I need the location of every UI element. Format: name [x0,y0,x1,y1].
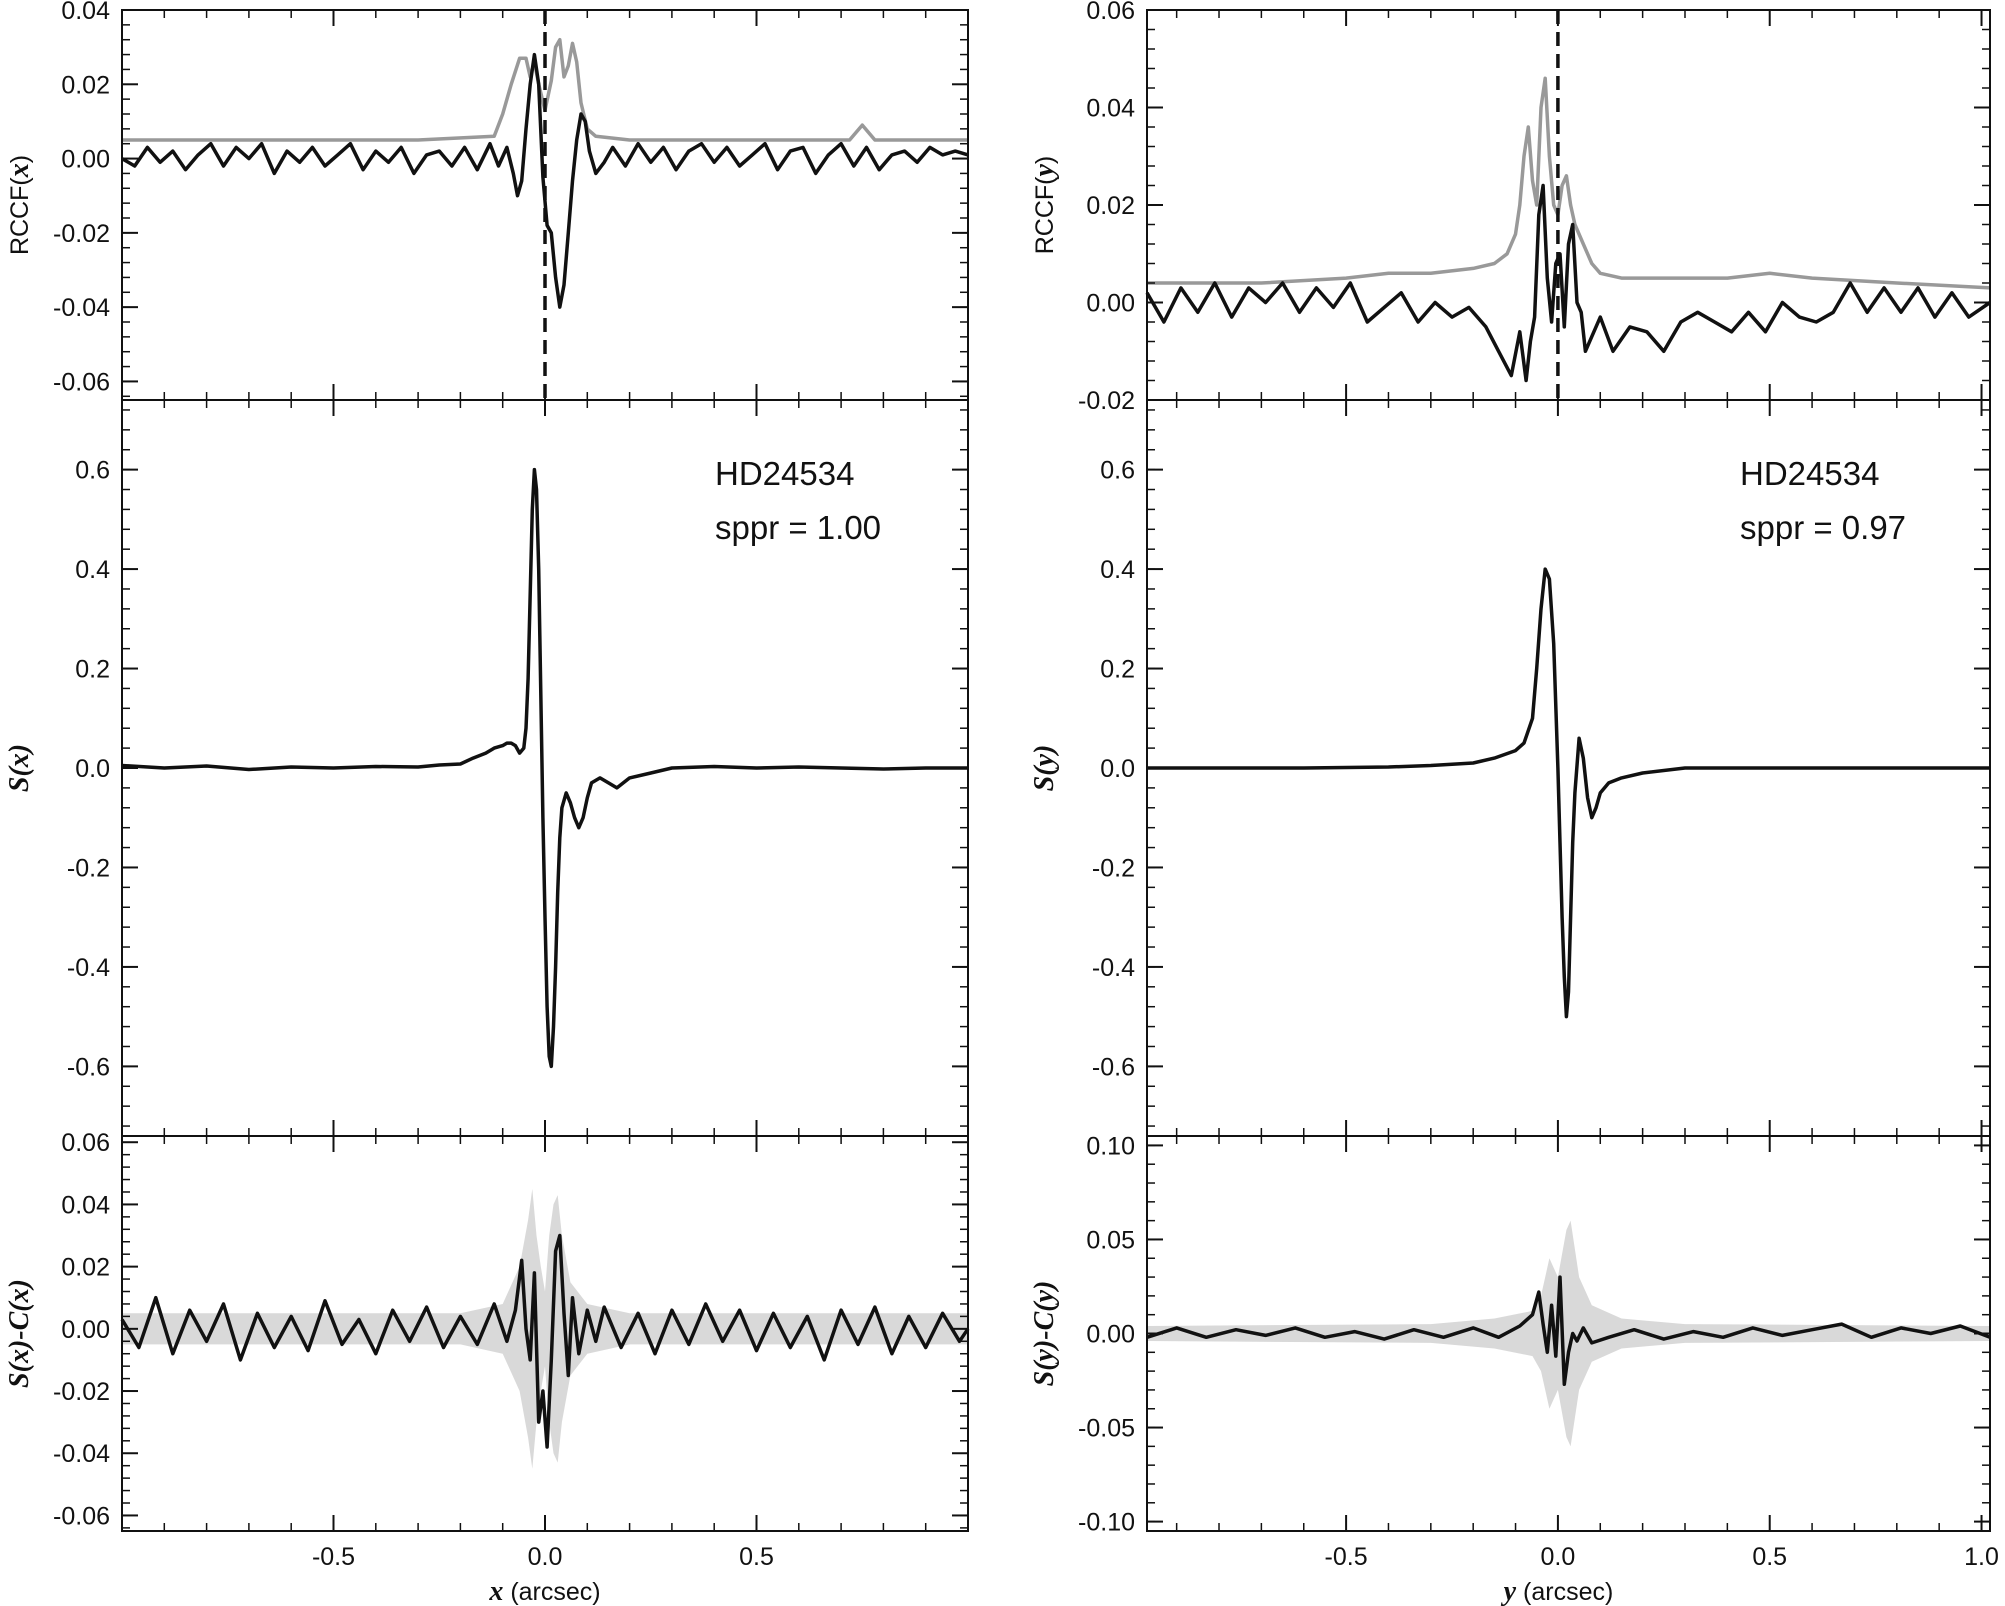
annotation-sppr: sppr = 1.00 [715,509,881,546]
y-tick-label: 0.4 [75,556,110,584]
y-tick-label: 0.04 [61,1191,110,1219]
y-axis-label-suffix: ) [1031,156,1059,164]
y-tick-label: 0.02 [1086,192,1135,220]
y-axis-label-prefix: RCCF( [1031,176,1059,254]
y-tick-label: 0.6 [75,457,110,485]
y-tick-label: 0.02 [61,71,110,99]
y-tick-label: -0.10 [1078,1509,1135,1537]
series-line-0 [1146,1275,1991,1387]
y-axis-label: RCCF(x) [4,155,35,255]
series-line-0 [120,1233,970,1449]
x-tick-label: 0.0 [528,1543,563,1571]
y-tick-label: 0.6 [1100,457,1135,485]
y-tick-label: -0.02 [53,220,110,248]
x-tick-label: 1.0 [1964,1543,1999,1571]
panel-left_bot: 0.06 0.04 0.02 0.00 -0.02 -0.04 -0.06 S(x)-C(x) [4,1129,970,1532]
y-axis-label-var: x [4,163,35,178]
y-tick-label: -0.06 [53,1502,110,1530]
y-tick-label: -0.02 [53,1378,110,1406]
x-axis-label: y (arcsec) [1501,1576,1614,1606]
y-tick-label: 0.06 [1086,0,1135,25]
y-axis-label-var: S(y)-C(y) [1029,1281,1060,1387]
x-tick-label: 0.0 [1541,1543,1576,1571]
y-tick-label: -0.6 [67,1053,110,1081]
y-tick-label: -0.06 [53,368,110,396]
series-line-0 [1147,76,1991,290]
series-line-0 [1147,567,1990,1019]
y-tick-label: -0.02 [1078,387,1135,415]
series-line-0 [122,37,968,142]
panel-right_mid: 0.6 0.4 0.2 0.0 -0.2 -0.4 -0.6 S(y) HD24534 sppr … [1029,399,1991,1137]
y-axis-label-prefix: RCCF( [6,177,34,255]
panel-frame [1146,9,1991,401]
x-axis-label: x (arcsec) [488,1576,600,1606]
y-tick-label: -0.2 [1092,854,1135,882]
y-axis-label-var: y [1029,164,1060,180]
y-axis-label: S(x) [4,744,35,792]
panel-left_top: 0.04 0.02 0.00 -0.02 -0.04 -0.06 RCCF(x) [4,0,969,401]
x-axis-label-unit: (arcsec) [503,1578,600,1606]
y-axis-label: S(y)-C(y) [1029,1281,1060,1387]
y-tick-label: -0.05 [1078,1415,1135,1443]
x-tick-label: 0.5 [739,1543,774,1571]
y-axis-label-var: S(x) [4,744,35,792]
y-tick-label: 0.00 [61,1316,110,1344]
panel-right_top: 0.06 0.04 0.02 0.00 -0.02 RCCF(y) [1029,0,1991,415]
y-tick-label: 0.00 [1086,1321,1135,1349]
y-axis-label: S(x)-C(x) [4,1279,35,1388]
y-tick-label: -0.4 [67,954,110,982]
y-tick-label: 0.06 [61,1129,110,1157]
y-axis-label: S(y) [1029,745,1060,792]
y-axis-label-suffix: ) [6,155,34,163]
y-tick-label: 0.4 [1100,556,1135,584]
y-tick-label: 0.02 [61,1254,110,1282]
y-tick-label: 0.00 [1086,290,1135,318]
x-axis-label-var: x [488,1576,503,1606]
y-tick-label: 0.10 [1086,1132,1135,1160]
y-tick-label: 0.0 [75,755,110,783]
x-tick-label: -0.5 [1325,1543,1368,1571]
series-line-1 [121,52,969,309]
uncertainty-band [122,1188,968,1469]
annotation-star-name: HD24534 [715,455,854,492]
annotation-sppr: sppr = 0.97 [1740,509,1906,546]
y-tick-label: -0.2 [67,854,110,882]
y-tick-label: 0.2 [1100,656,1135,684]
y-tick-label: -0.6 [1092,1053,1135,1081]
y-axis-label-var: S(y) [1029,745,1060,792]
y-tick-label: 0.04 [1086,95,1135,123]
annotation-star-name: HD24534 [1740,455,1879,492]
y-tick-label: 0.00 [61,146,110,174]
series-line-0 [121,467,968,1069]
x-tick-label: 0.5 [1752,1543,1787,1571]
x-axis-label-var: y [1501,1576,1517,1606]
y-tick-label: 0.0 [1100,755,1135,783]
y-tick-label: 0.2 [75,656,110,684]
y-tick-label: -0.04 [53,294,110,322]
x-axis-label-unit: (arcsec) [1516,1578,1613,1606]
y-tick-label: 0.05 [1086,1226,1135,1254]
y-axis-label-var: S(x)-C(x) [4,1279,35,1388]
uncertainty-band [1147,1220,1990,1447]
y-tick-label: -0.04 [53,1440,110,1468]
y-axis-label: RCCF(y) [1029,156,1060,255]
y-tick-label: 0.04 [61,0,110,25]
y-tick-label: -0.4 [1092,954,1135,982]
panel-right_bot: 0.10 0.05 0.00 -0.05 -0.10 S(y)-C(y) [1029,1132,1991,1537]
x-tick-label: -0.5 [312,1543,355,1571]
panel-left_mid: 0.6 0.4 0.2 0.0 -0.2 -0.4 -0.6 S(x) HD24534 sppr … [4,399,969,1137]
